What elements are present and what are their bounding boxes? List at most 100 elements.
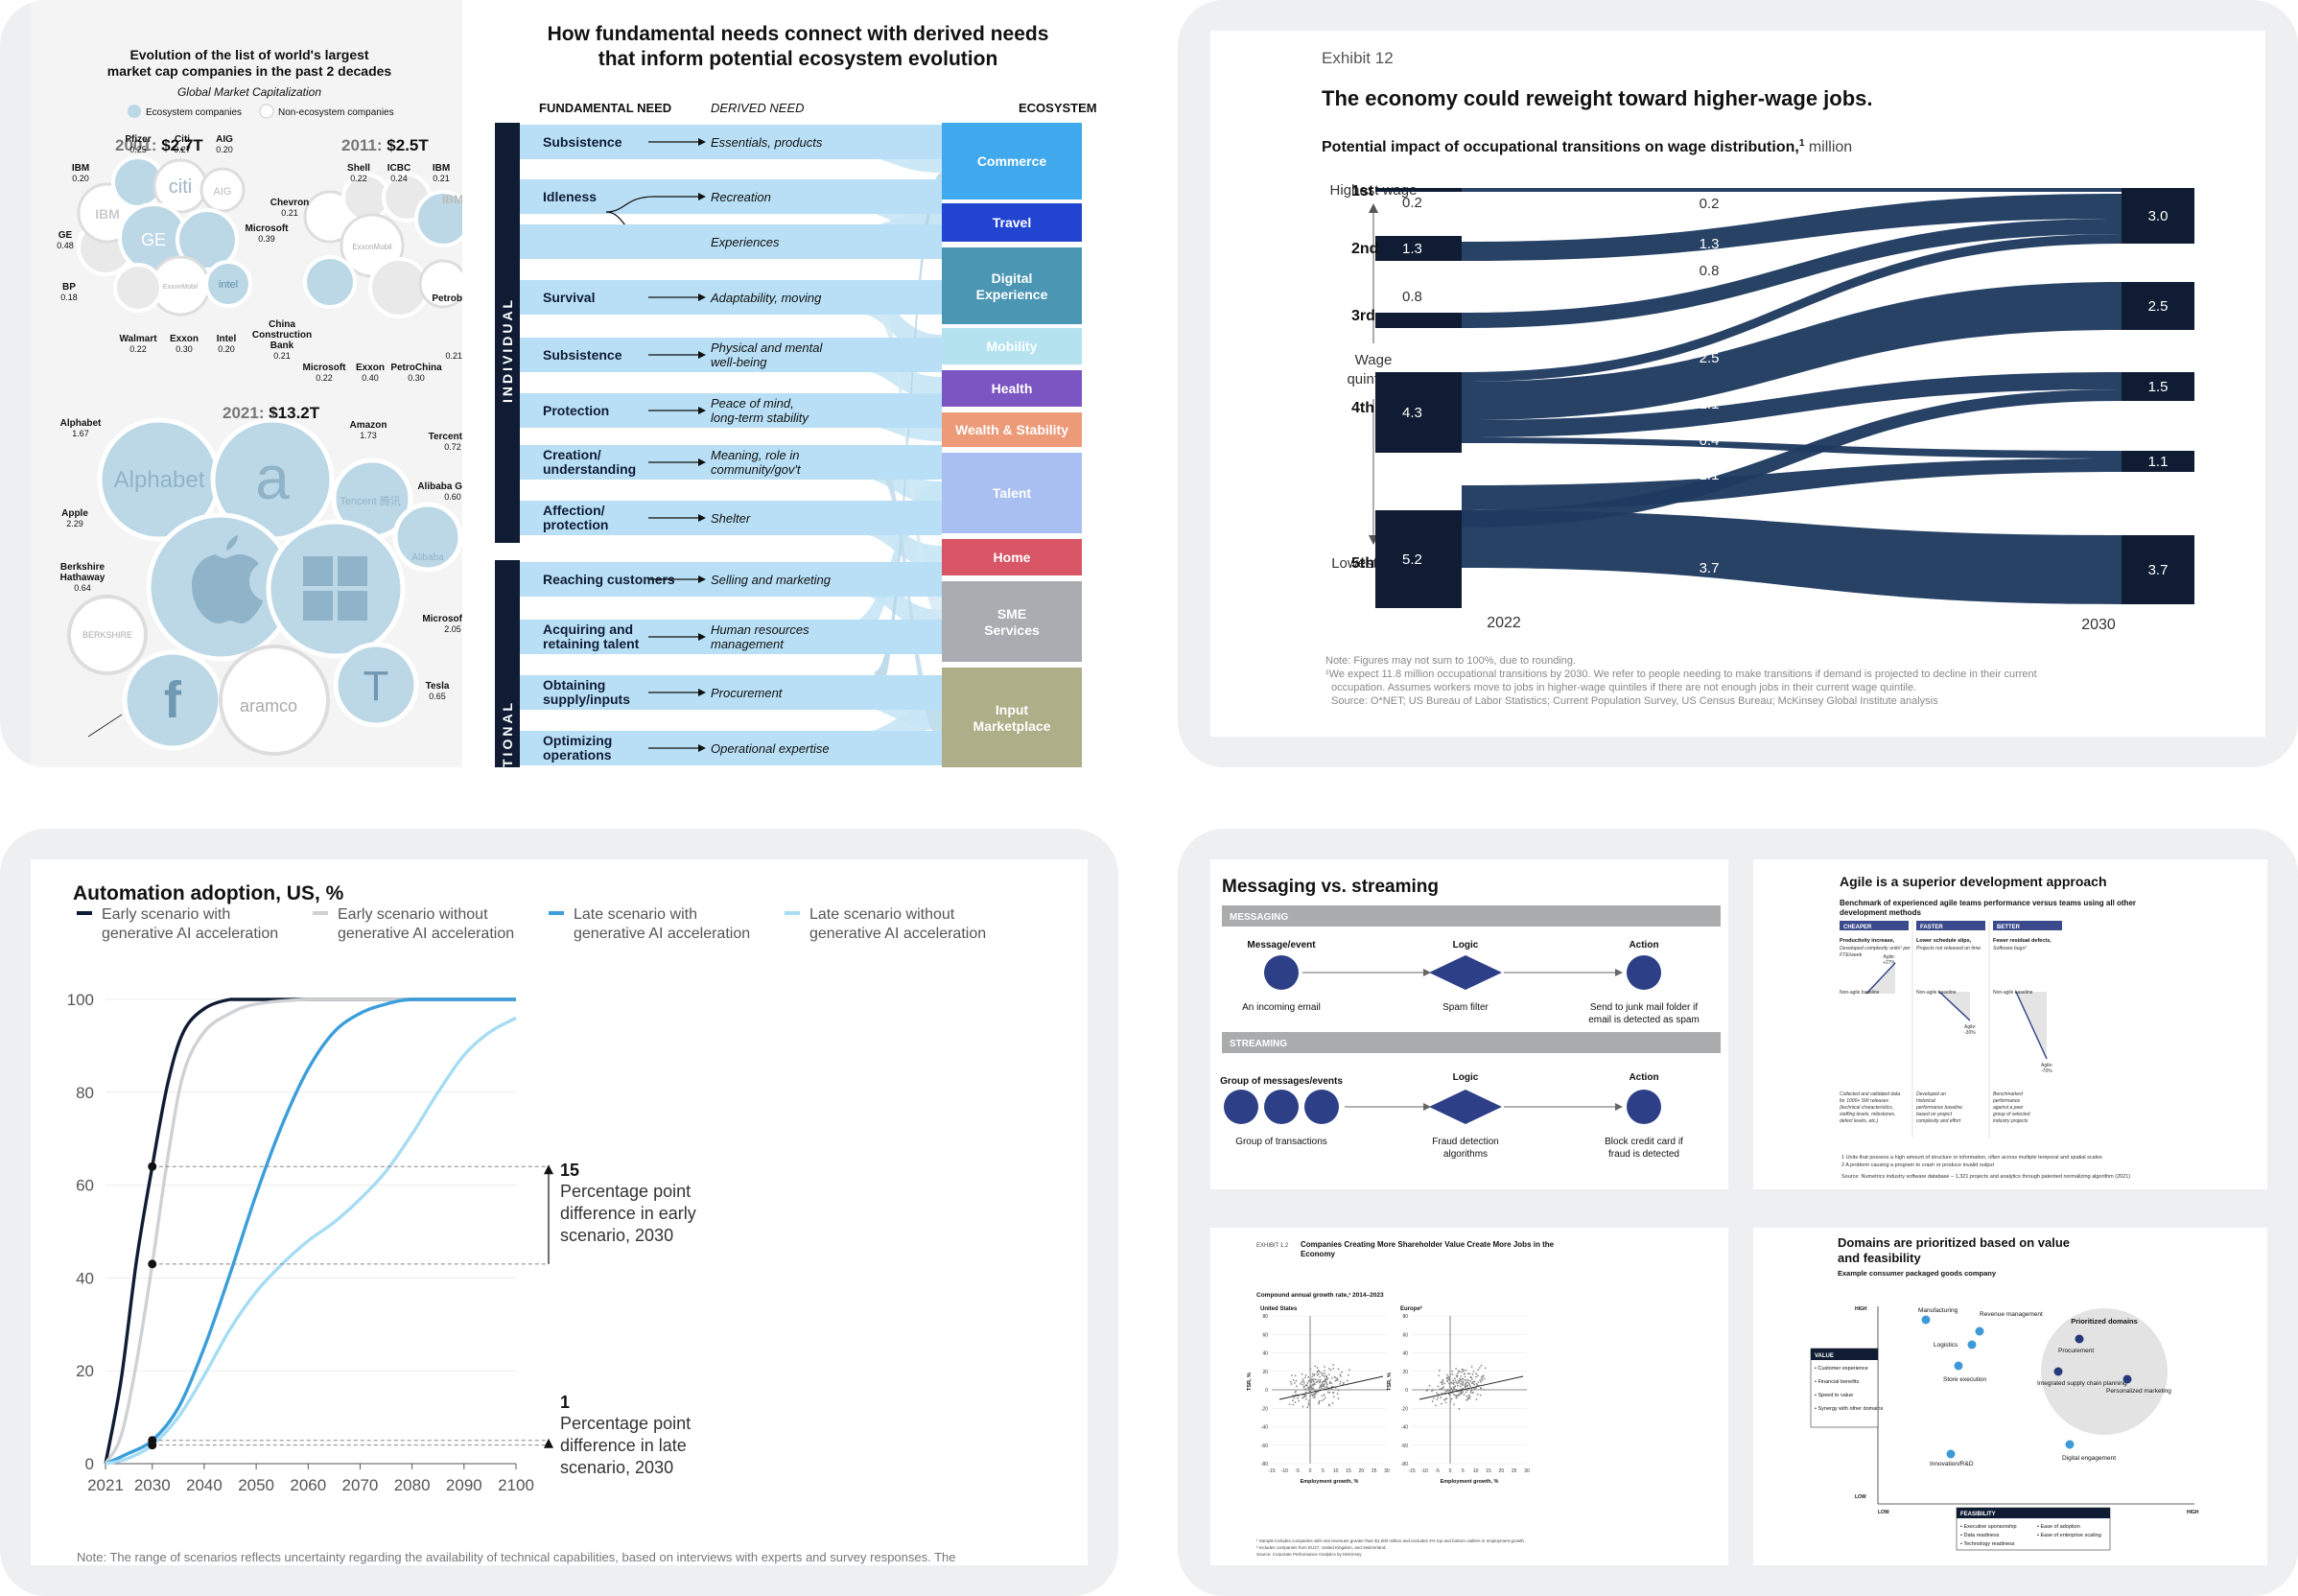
share-point — [1472, 1370, 1475, 1373]
share-point — [1466, 1373, 1469, 1375]
wage-note-0: Note: Figures may not sum to 100%, due t… — [1325, 655, 1576, 667]
share-point — [1307, 1380, 1310, 1382]
share-x-tick: 0 — [1449, 1468, 1452, 1474]
agile-col-header: BETTER — [1997, 925, 2021, 930]
needs-arrow-head — [698, 633, 706, 641]
x-tick-label: 2070 — [342, 1476, 379, 1494]
agile-foot-1: 2 A problem causing a program to crash o… — [1841, 1162, 1994, 1168]
pt-store-label: Store execution — [1943, 1376, 1987, 1383]
share-point — [1466, 1395, 1468, 1397]
label-amazon-value: 1.73 — [360, 431, 377, 440]
label-chevron-value: 0.21 — [281, 208, 298, 218]
share-point — [1470, 1366, 1473, 1368]
share-y-tick: 0 — [1265, 1388, 1268, 1394]
label-microsoft-2011: Microsoft — [303, 363, 347, 373]
share-x-tick: 30 — [1384, 1468, 1390, 1474]
share-y-tick: -60 — [1261, 1443, 1268, 1449]
legend-label-line: generative AI acceleration — [102, 926, 278, 942]
share-point — [1468, 1383, 1471, 1386]
wage-left-value: 0.8 — [1402, 289, 1422, 305]
legend-label-line: Early scenario with — [102, 906, 230, 923]
share-point — [1336, 1393, 1339, 1396]
share-point — [1325, 1386, 1328, 1389]
needs-derived-line: Meaning, role in — [711, 448, 800, 462]
panel-top-right: Exhibit 12 The economy could reweight to… — [1178, 0, 2298, 767]
wage-quintile-label: 4th — [1351, 400, 1374, 416]
shareholder-card: EXHIBIT 1.2 Companies Creating More Shar… — [1210, 1228, 1728, 1565]
share-point — [1480, 1387, 1483, 1390]
share-point — [1310, 1381, 1313, 1384]
feas-header: FEASIBILITY — [1960, 1512, 1996, 1517]
share-point — [1467, 1382, 1470, 1385]
logo-microsoft-2021 — [303, 556, 367, 621]
pt-personalized-label: Personalized marketing — [2106, 1388, 2171, 1395]
feas-c2-1: • Ease of enterprise scaling — [2037, 1533, 2101, 1538]
agile-foot-line: complexity and effort — [1916, 1118, 1961, 1124]
label-ibm: IBM — [72, 163, 89, 174]
wage-flow-band — [1462, 389, 2122, 528]
share-point — [1483, 1388, 1486, 1391]
agile-columns: CHEAPER Productivity increase, Developed c… — [1840, 921, 2062, 1138]
needs-derived: Human resources management — [711, 622, 809, 651]
share-point — [1469, 1385, 1471, 1388]
arrow-2b-head — [1615, 1103, 1623, 1111]
label-aig: AIG — [216, 134, 233, 145]
share-point — [1328, 1373, 1330, 1376]
share-point — [1442, 1380, 1444, 1383]
panel-bottom-right: Messaging vs. streaming MESSAGING Messag… — [1178, 829, 2298, 1596]
needs-fundamental-line: Acquiring and — [543, 622, 633, 637]
needs-arrow-head — [698, 293, 706, 301]
share-point — [1476, 1393, 1479, 1396]
share-point — [1319, 1381, 1321, 1384]
agile-foot-0: 1 Units that possess a high amount of st… — [1841, 1155, 2102, 1161]
needs-derived-line: well-being — [711, 355, 767, 369]
legend-non-ecosystem: Non-ecosystem companies — [278, 107, 394, 118]
share-point — [1307, 1401, 1310, 1404]
share-point — [1465, 1391, 1467, 1394]
wage-flow-label: 1.3 — [1700, 236, 1720, 252]
agile-line — [2015, 991, 2048, 1060]
wage-left-value: 0.2 — [1402, 195, 1422, 211]
share-panel-title: United States — [1260, 1306, 1298, 1312]
share-point — [1475, 1373, 1478, 1375]
share-point — [1305, 1395, 1307, 1396]
axis-arrow-up-head — [1369, 203, 1378, 213]
share-point — [1441, 1381, 1443, 1384]
share-point — [1466, 1385, 1468, 1387]
h-action-1: Action — [1629, 940, 1658, 951]
share-point — [1446, 1388, 1449, 1391]
logo-exxon-2011: ExxonMobil — [352, 243, 392, 251]
share-point — [1477, 1381, 1480, 1384]
share-point — [1319, 1384, 1322, 1387]
share-point — [1314, 1396, 1317, 1398]
share-y-tick: 40 — [1262, 1351, 1268, 1357]
label-exxon-value: 0.30 — [176, 344, 193, 354]
ecosystem-label: Health — [992, 381, 1033, 396]
share-point — [1471, 1373, 1474, 1375]
needs-fundamental-line: Creation/ — [543, 447, 601, 462]
wage-quintile-label: 1st — [1351, 183, 1374, 200]
ecosystem-label-line: Wealth & Stability — [955, 422, 1068, 437]
h-event-1: Message/event — [1247, 940, 1316, 951]
wage-flow-band — [1462, 219, 2122, 328]
share-point — [1462, 1383, 1464, 1385]
share-point — [1475, 1375, 1477, 1378]
c-action-2b: fraud is detected — [1608, 1149, 1679, 1160]
share-trend — [1419, 1375, 1524, 1400]
share-subtitle: Compound annual growth rate,¹ 2014–2023 — [1256, 1292, 1384, 1299]
share-x-tick: -10 — [1281, 1468, 1288, 1474]
label-ibm-2011: IBM — [433, 163, 450, 174]
side-individual: INDIVIDUAL — [500, 297, 515, 403]
share-point — [1470, 1382, 1473, 1384]
label-aig-value: 0.20 — [216, 145, 233, 154]
event-circle-2a — [1224, 1090, 1258, 1124]
share-y-tick: -80 — [1261, 1462, 1268, 1467]
share-point — [1320, 1387, 1323, 1390]
share-point — [1302, 1379, 1305, 1382]
label-ccb-2: Construction — [252, 330, 312, 340]
label-alphabet-value: 1.67 — [72, 429, 89, 438]
wage-quintile-label: 5th — [1351, 555, 1374, 572]
wage-left-node — [1375, 313, 1462, 328]
needs-arrow-head — [698, 193, 706, 200]
share-y-tick: 60 — [1402, 1332, 1408, 1338]
